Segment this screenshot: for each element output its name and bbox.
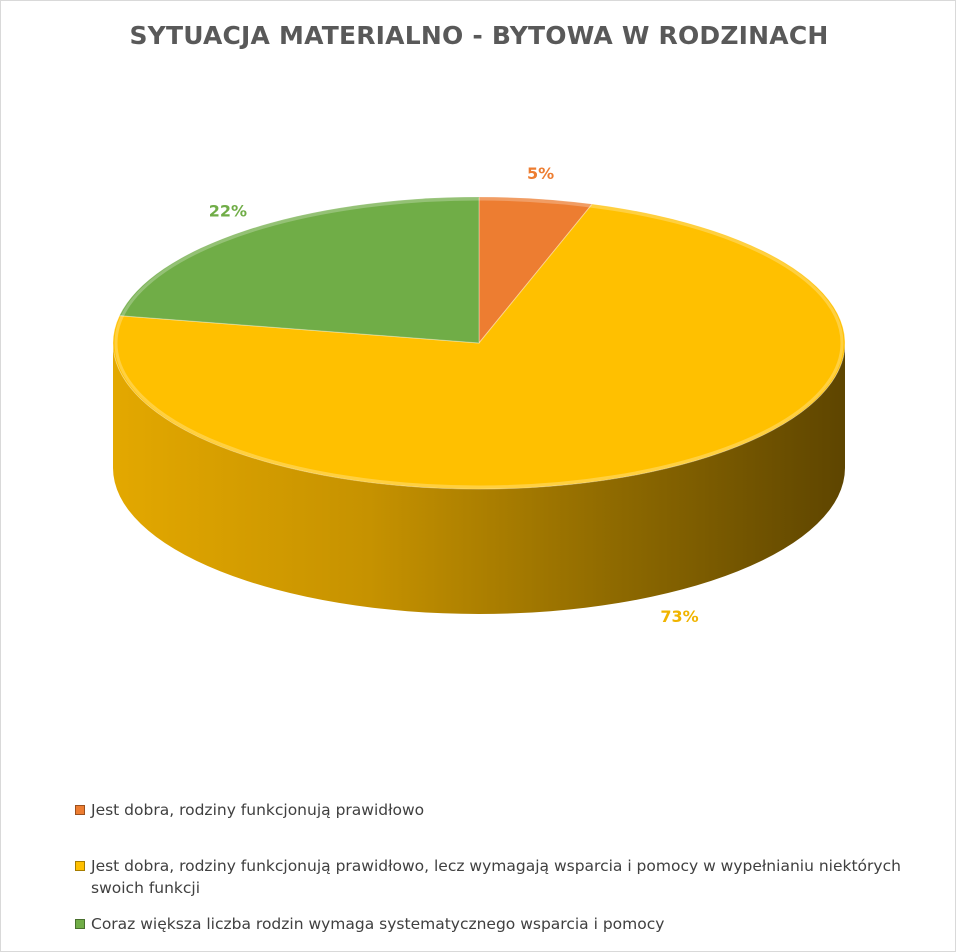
pie-labels: 5% 73% 22%: [209, 164, 699, 626]
data-label-1: 5%: [527, 164, 554, 183]
legend-item-1[interactable]: Jest dobra, rodziny funkcjonują prawidło…: [75, 799, 905, 821]
legend-swatch-2: [75, 861, 85, 871]
data-label-3: 22%: [209, 201, 247, 220]
legend-swatch-3: [75, 919, 85, 929]
pie-top: [112, 196, 846, 490]
legend-label-3: Coraz większa liczba rodzin wymaga syste…: [91, 915, 665, 933]
pie-side: [113, 343, 845, 614]
pie-slice-3[interactable]: [118, 196, 480, 344]
legend-item-2[interactable]: Jest dobra, rodziny funkcjonują prawidło…: [75, 855, 905, 899]
pie-side-2: [113, 343, 845, 614]
pie-slice-2[interactable]: [112, 203, 846, 490]
legend-item-3[interactable]: Coraz większa liczba rodzin wymaga syste…: [75, 913, 905, 935]
legend-label-1: Jest dobra, rodziny funkcjonują prawidło…: [91, 801, 425, 819]
legend-swatch-1: [75, 805, 85, 815]
pie-slice-1[interactable]: [478, 196, 594, 345]
chart-title: SYTUACJA MATERIALNO - BYTOWA W RODZINACH: [129, 21, 829, 50]
data-label-2: 73%: [660, 607, 698, 626]
legend-label-2: Jest dobra, rodziny funkcjonują prawidło…: [91, 857, 901, 897]
pie-rim: [114, 197, 844, 489]
